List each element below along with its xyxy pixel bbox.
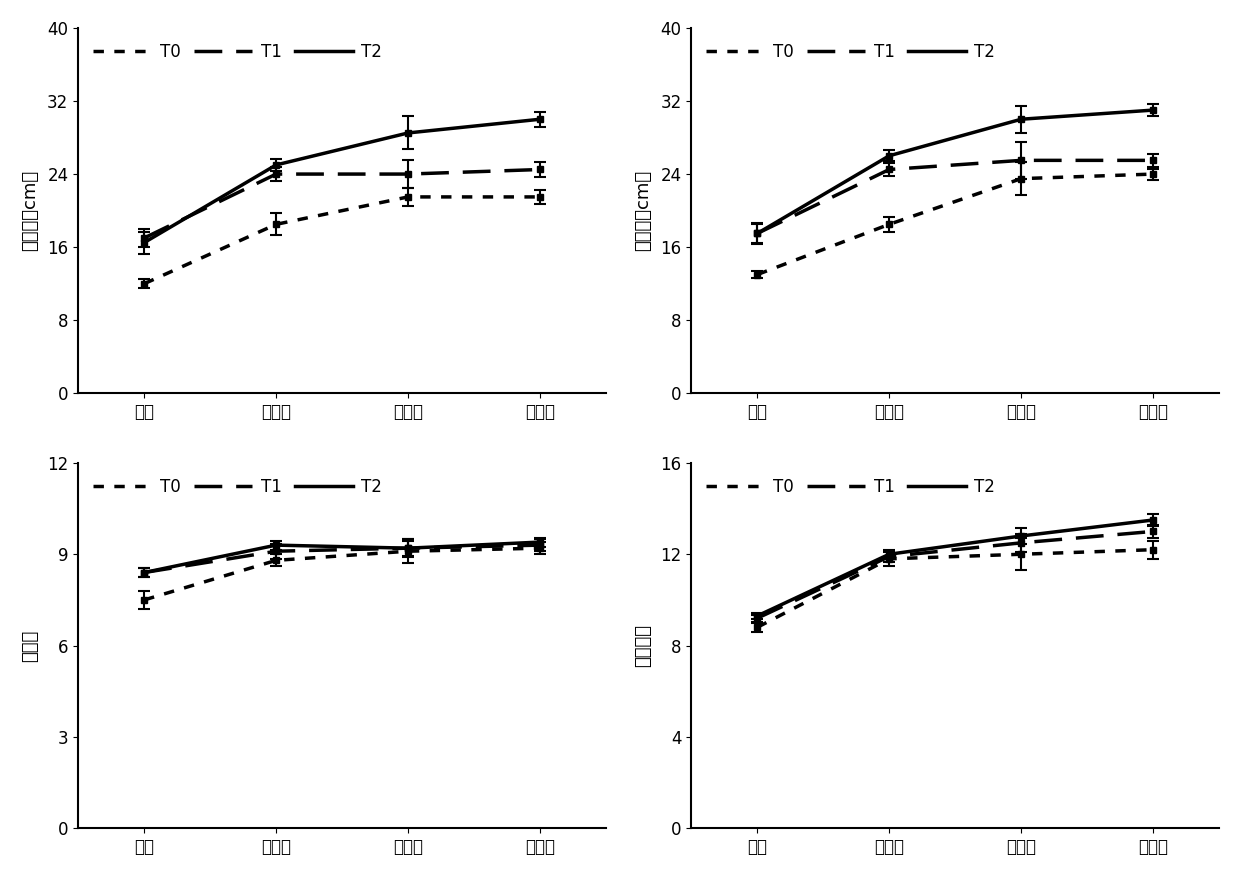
Y-axis label: 主茎节数: 主茎节数	[634, 624, 652, 667]
Legend: T0, T1, T2: T0, T1, T2	[87, 471, 389, 503]
Y-axis label: 分枝数: 分枝数	[21, 630, 38, 662]
Legend: T0, T1, T2: T0, T1, T2	[87, 36, 389, 68]
Legend: T0, T1, T2: T0, T1, T2	[699, 471, 1002, 503]
Y-axis label: 主茎高（cm）: 主茎高（cm）	[21, 170, 38, 251]
Legend: T0, T1, T2: T0, T1, T2	[699, 36, 1002, 68]
Y-axis label: 侧枝长（cm）: 侧枝长（cm）	[634, 170, 652, 251]
